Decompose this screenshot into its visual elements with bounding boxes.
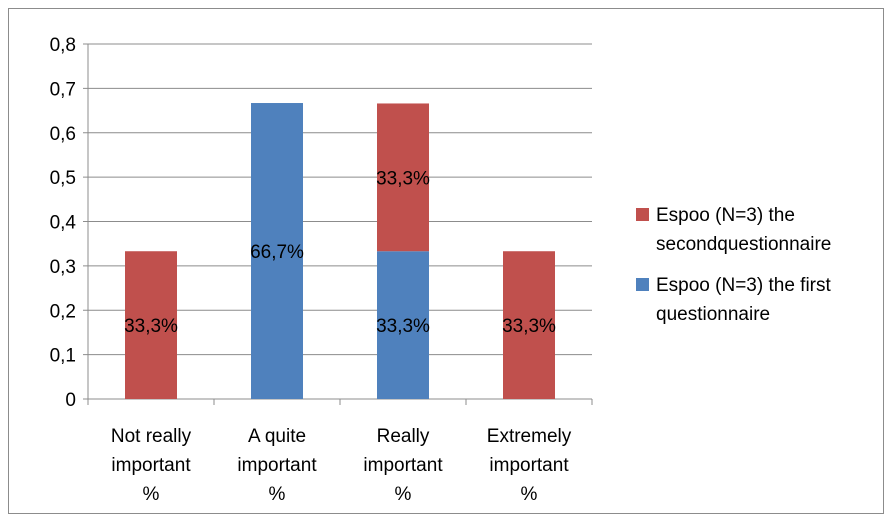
legend-swatch: [636, 278, 649, 291]
y-tick-label: 0,5: [50, 168, 76, 189]
bar: [377, 251, 429, 399]
legend-swatch: [636, 208, 649, 221]
y-tick-label: 0: [65, 390, 76, 411]
y-tick-label: 0,4: [50, 213, 77, 234]
legend-label: questionnaire: [656, 304, 770, 325]
bar: [377, 103, 429, 252]
data-label: 33,3%: [376, 168, 430, 189]
data-label: 33,3%: [502, 316, 556, 337]
y-tick-label: 0,3: [50, 257, 76, 278]
legend-label: Espoo (N=3) the: [656, 205, 795, 226]
x-category-label: Not really: [111, 426, 192, 447]
bar: [125, 251, 177, 399]
y-tick-label: 0,2: [50, 301, 76, 322]
y-tick-label: 0,1: [50, 346, 76, 367]
y-tick-label: 0,7: [50, 79, 76, 100]
y-tick-label: 0,8: [50, 35, 76, 56]
x-category-label: important: [111, 455, 191, 476]
legend-label: secondquestionnaire: [656, 234, 831, 255]
x-category-label: Really: [377, 426, 430, 447]
y-tick-label: 0,6: [50, 124, 76, 145]
x-category-label: Extremely: [487, 426, 572, 447]
data-label: 66,7%: [250, 242, 304, 263]
bar: [251, 103, 303, 400]
x-category-label: %: [143, 484, 160, 505]
x-category-label: %: [269, 484, 286, 505]
x-category-label: important: [237, 455, 317, 476]
x-category-label: %: [521, 484, 538, 505]
x-category-label: important: [489, 455, 569, 476]
x-category-label: %: [395, 484, 412, 505]
data-label: 33,3%: [376, 316, 430, 337]
x-category-label: A quite: [248, 426, 306, 447]
x-category-label: important: [363, 455, 443, 476]
data-label: 33,3%: [124, 316, 178, 337]
legend-label: Espoo (N=3) the first: [656, 275, 831, 296]
bar: [503, 251, 555, 399]
